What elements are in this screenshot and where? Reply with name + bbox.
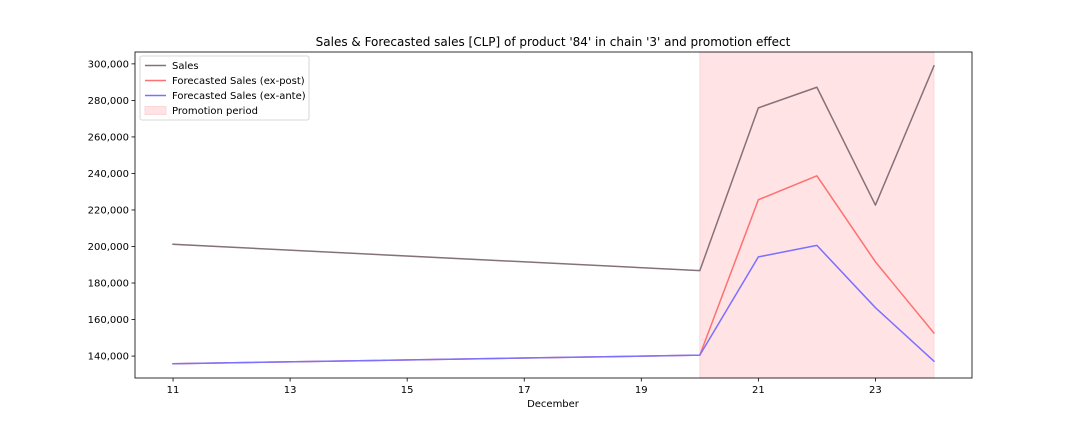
y-tick-label: 240,000: [88, 169, 129, 180]
legend-box: [139, 55, 310, 121]
legend-label-1: Forecasted Sales (ex-post): [172, 76, 305, 87]
legend-label-0: Sales: [172, 61, 199, 72]
x-tick-label: 21: [752, 385, 765, 396]
legend-swatch-promotion: [144, 106, 167, 115]
legend-label-promotion: Promotion period: [172, 106, 258, 117]
legend: Sales Forecasted Sales (ex-post) Forecaste…: [139, 55, 310, 121]
x-tick-label: 13: [284, 385, 297, 396]
plot-area: [172, 51, 936, 379]
series-line-0: [172, 64, 935, 272]
axes-frame: [134, 51, 973, 379]
x-axis-label: December: [527, 399, 580, 410]
series-line-2: [172, 244, 936, 365]
x-tick-label: 23: [869, 385, 882, 396]
y-tick-label: 260,000: [88, 132, 129, 143]
y-tick-label: 200,000: [88, 242, 129, 253]
y-tick-label: 300,000: [88, 59, 129, 70]
promotion-period-band: [699, 51, 935, 379]
x-tick-label: 11: [167, 385, 180, 396]
legend-label-2: Forecasted Sales (ex-ante): [172, 91, 306, 102]
y-tick-label: 220,000: [88, 205, 129, 216]
x-tick-label: 15: [401, 385, 414, 396]
axes: 140,000 160,000 180,000 200,000 220,000 240,0…: [88, 51, 973, 396]
y-tick-label: 280,000: [88, 96, 129, 107]
x-tick-label: 19: [635, 385, 648, 396]
y-tick-label: 180,000: [88, 279, 129, 290]
chart-title: Sales & Forecasted sales [CLP] of produc…: [316, 35, 791, 49]
x-tick-label: 17: [518, 385, 531, 396]
y-tick-label: 140,000: [88, 352, 129, 363]
y-tick-label: 160,000: [88, 315, 129, 326]
